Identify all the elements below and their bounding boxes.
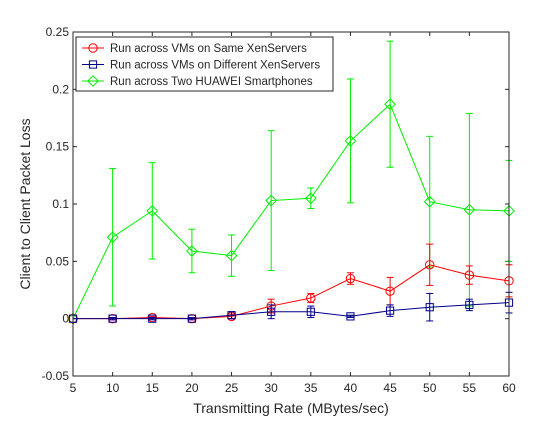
data-point <box>425 260 435 270</box>
data-point <box>148 314 157 323</box>
data-point <box>385 306 395 315</box>
plot-frame <box>72 31 510 377</box>
data-point <box>306 293 316 303</box>
x-tick-label: 40 <box>344 381 358 395</box>
x-tick-label: 35 <box>304 381 318 395</box>
data-point <box>304 192 317 205</box>
y-tick-label: 0.15 <box>46 140 70 154</box>
x-tick-label: 50 <box>423 381 437 395</box>
x-tick-label: 20 <box>185 381 199 395</box>
x-tick-label: 5 <box>70 381 77 395</box>
data-point <box>108 314 117 323</box>
y-tick-label: 0.2 <box>52 82 69 96</box>
data-point <box>423 195 436 208</box>
data-point <box>146 204 159 217</box>
series-line <box>72 103 510 319</box>
data-point <box>346 312 355 321</box>
data-point <box>465 300 474 310</box>
x-tick-label: 45 <box>383 381 397 395</box>
series-line <box>73 302 510 320</box>
y-axis-label: Client to Client Packet Loss <box>17 118 33 289</box>
legend: Run across VMs on Same XenServers Run acr… <box>75 36 334 92</box>
legend-label: Run across VMs on Same XenServers <box>110 43 307 55</box>
y-tick-label: -0.05 <box>42 369 70 383</box>
y-tick-label: 0.25 <box>46 25 70 39</box>
data-point <box>267 307 276 316</box>
series-square <box>68 291 514 323</box>
data-point <box>265 194 278 207</box>
legend-box <box>75 36 334 92</box>
x-tick-label: 15 <box>146 381 160 395</box>
data-point <box>384 98 396 111</box>
legend-swatch-marker <box>87 75 99 87</box>
axis-ticks: 5 10 15 20 25 30 35 40 45 50 55 60 -0.05 0 0.05 0.1 0.15… <box>42 25 516 395</box>
x-tick-label: 60 <box>502 381 516 395</box>
x-tick-label: 30 <box>265 381 279 395</box>
legend-label: Run across Two HUAWEI Smartphones <box>110 76 313 88</box>
data-point <box>463 203 476 216</box>
legend-label: Run across VMs on Different XenServers <box>110 60 320 72</box>
data-point <box>227 311 236 320</box>
x-tick-label: 25 <box>225 381 239 395</box>
series-line <box>73 264 510 320</box>
series-circle <box>68 243 514 324</box>
y-tick-label: 0.1 <box>52 197 69 211</box>
data-point <box>425 303 434 312</box>
x-tick-label: 55 <box>463 381 477 395</box>
y-tick-label: 0 <box>62 312 69 326</box>
data-point <box>147 312 157 323</box>
data-point <box>186 245 198 257</box>
data-point <box>306 307 315 316</box>
data-point <box>225 249 238 262</box>
data-point <box>464 270 475 280</box>
data-point <box>344 135 357 147</box>
legend-swatch-marker <box>88 60 98 69</box>
x-tick-label: 10 <box>106 381 120 395</box>
data-point <box>385 286 395 296</box>
data-point <box>187 314 197 323</box>
x-axis-label: Transmitting Rate (MBytes/sec) <box>193 400 389 416</box>
legend-swatch-marker <box>88 43 98 53</box>
data-point <box>106 231 119 244</box>
y-tick-label: 0.05 <box>46 254 70 268</box>
data-point <box>345 273 356 284</box>
series-layer <box>67 40 515 325</box>
